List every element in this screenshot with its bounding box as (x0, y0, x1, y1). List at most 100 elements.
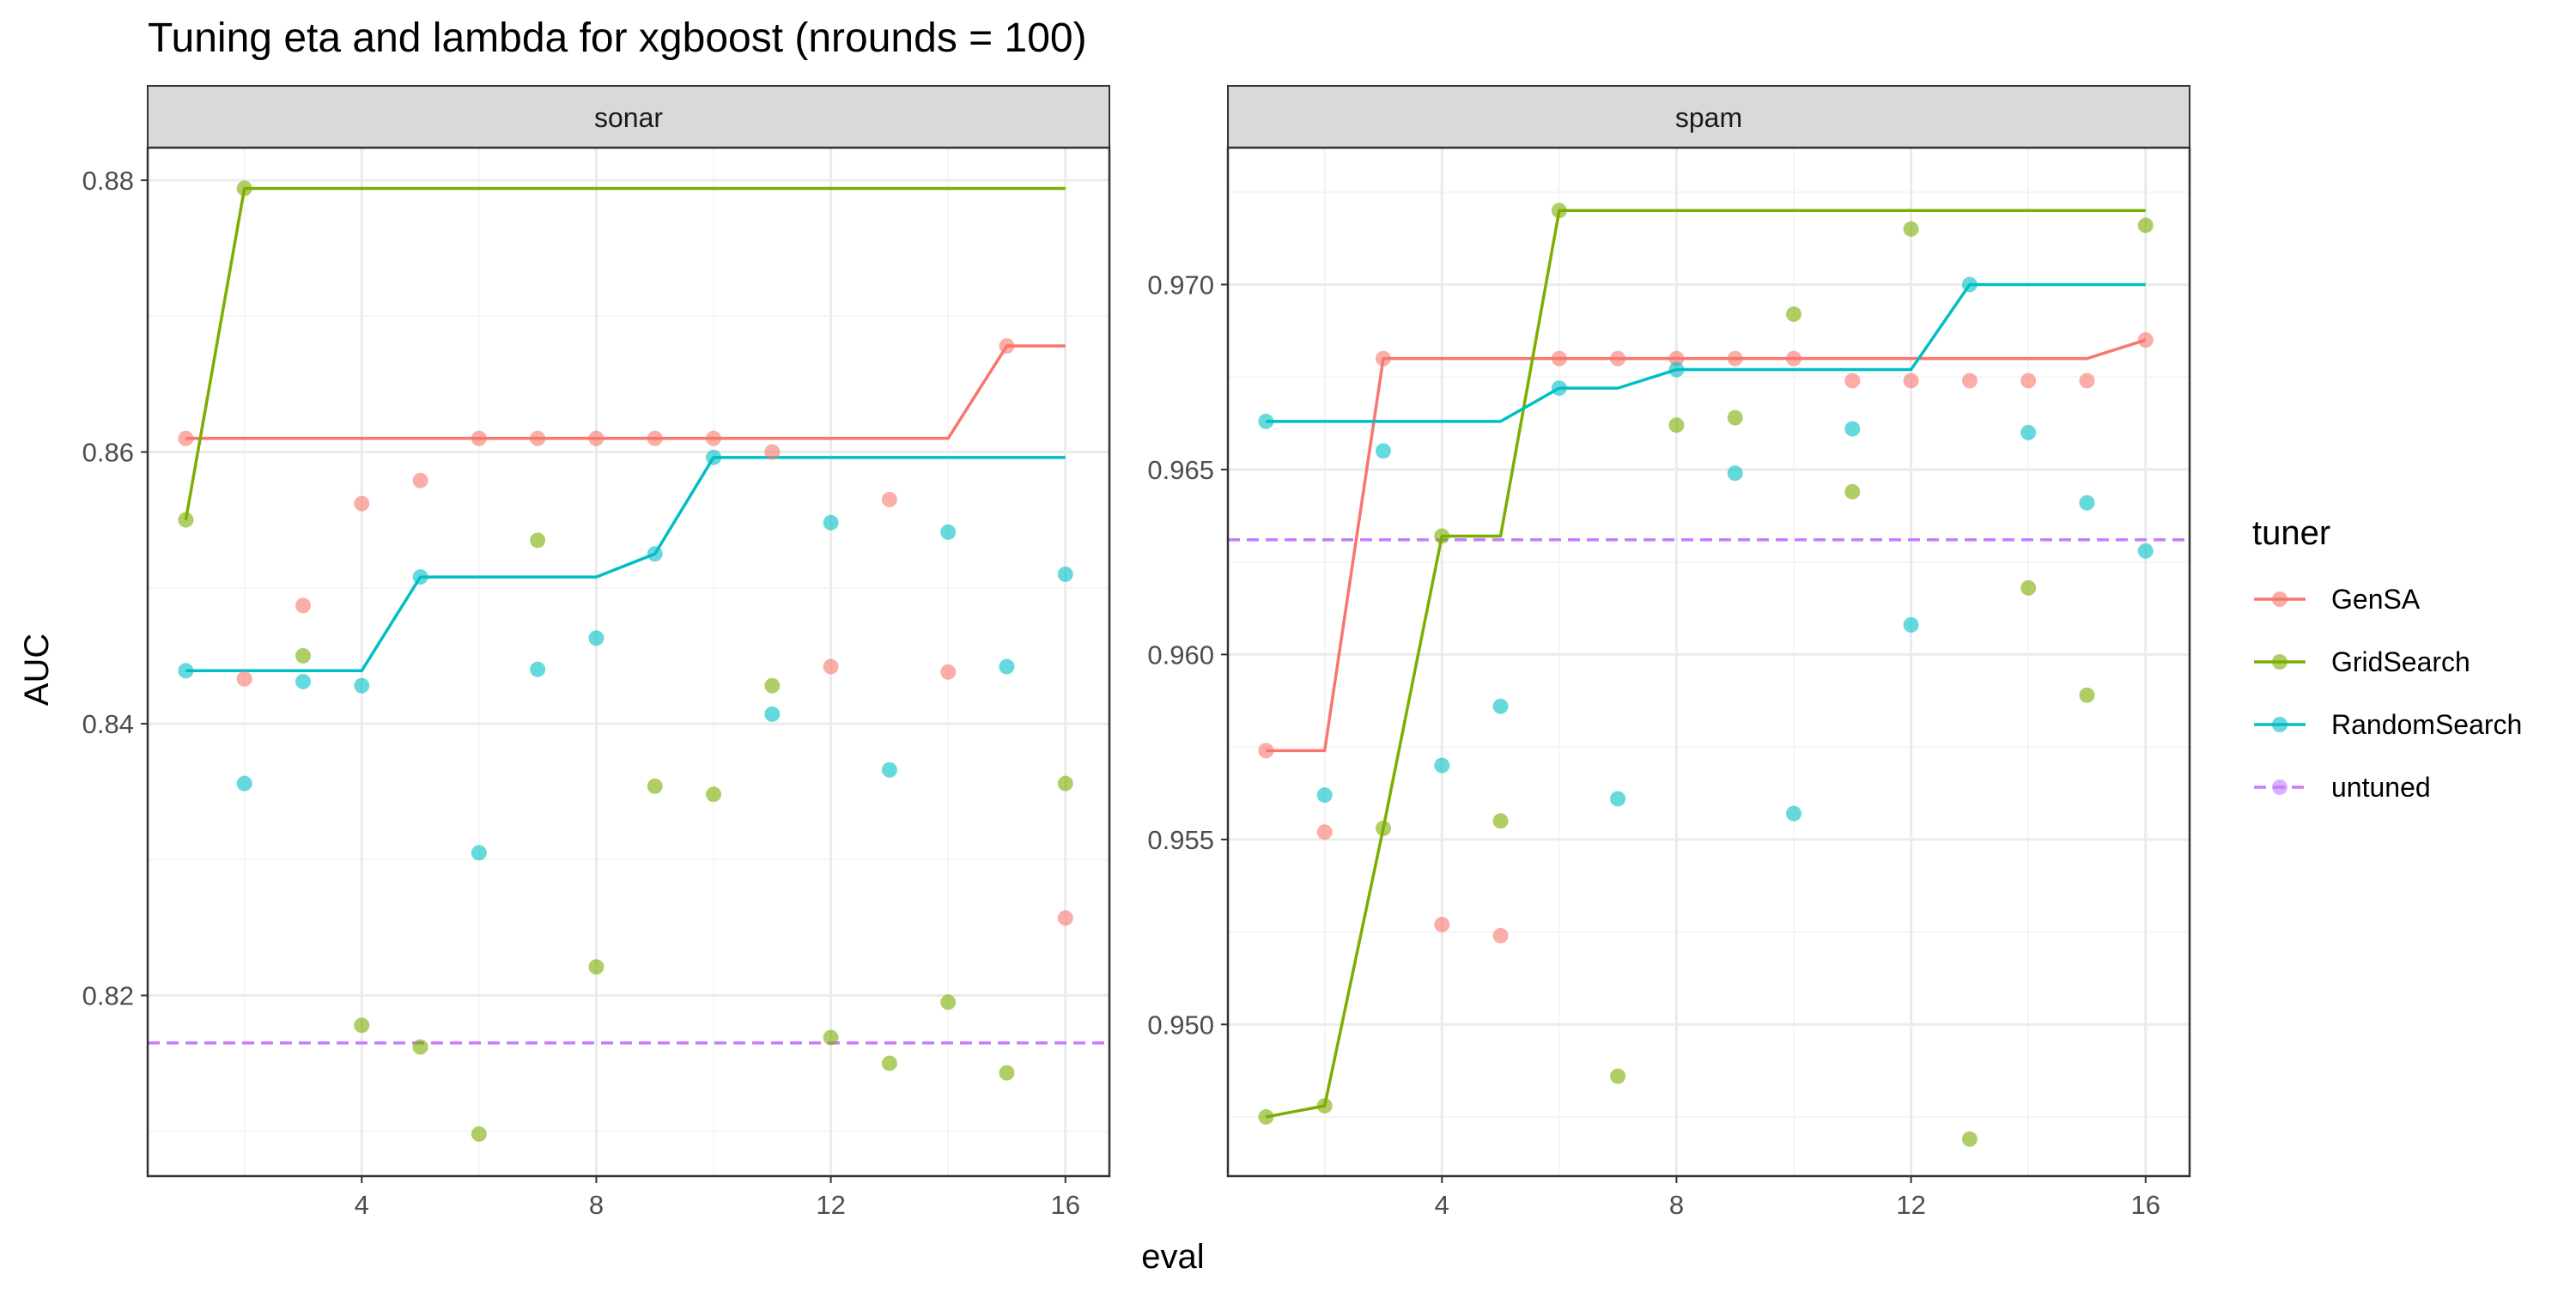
point-gensa (2079, 373, 2095, 389)
point-randomsearch (1727, 465, 1743, 482)
legend-title: tuner (2252, 514, 2330, 552)
point-gensa (823, 658, 839, 675)
legend-item-untuned: untuned (2254, 772, 2431, 803)
legend-key-point (2272, 654, 2287, 670)
point-randomsearch (764, 706, 781, 722)
point-randomsearch (295, 673, 311, 689)
point-gridsearch (2079, 687, 2095, 703)
x-tick-label: 8 (1669, 1190, 1684, 1220)
point-gridsearch (1434, 528, 1450, 544)
point-randomsearch (1903, 616, 1919, 633)
point-gensa (1727, 350, 1743, 367)
point-gridsearch (1551, 203, 1567, 219)
facet-strip-sonar (147, 85, 1110, 149)
x-tick-label: 8 (589, 1190, 604, 1220)
point-gensa (1057, 910, 1073, 926)
point-gridsearch (588, 959, 605, 975)
x-tick-label: 4 (1435, 1190, 1449, 1220)
point-randomsearch (354, 677, 370, 694)
x-tick-label: 16 (1051, 1190, 1080, 1220)
point-gridsearch (1727, 409, 1743, 426)
point-gridsearch (1610, 1068, 1626, 1084)
point-randomsearch (2137, 543, 2154, 559)
point-gensa (1551, 350, 1567, 367)
point-gridsearch (471, 1125, 487, 1142)
point-gensa (530, 430, 546, 446)
point-gridsearch (1844, 483, 1861, 500)
point-gridsearch (823, 1029, 839, 1046)
x-tick-label: 4 (355, 1190, 369, 1220)
point-gensa (1375, 350, 1391, 367)
point-randomsearch (236, 775, 252, 792)
panel-border (1226, 146, 2191, 1178)
x-tick-label: 12 (816, 1190, 845, 1220)
point-gensa (999, 338, 1015, 355)
y-tick-label: 0.84 (82, 709, 134, 739)
y-tick-label: 0.950 (1147, 1010, 1214, 1040)
facets: sonar 0.82 0.84 0.86 0.88 4 8 12 16 spam 0.950 0.95… (82, 85, 2191, 1220)
point-gensa (412, 472, 428, 488)
best-line-randomsearch (1266, 282, 2146, 423)
panel-background (1228, 148, 2190, 1176)
point-randomsearch (1786, 805, 1802, 822)
point-gridsearch (1258, 1109, 1274, 1125)
point-randomsearch (881, 761, 897, 778)
point-gensa (1961, 373, 1978, 389)
facet-label-spam: spam (1675, 102, 1742, 133)
legend-label: GenSA (2331, 584, 2421, 615)
point-gridsearch (1668, 417, 1685, 434)
point-randomsearch (647, 546, 663, 562)
x-tick-label: 12 (1896, 1190, 1925, 1220)
point-gensa (647, 430, 663, 446)
point-gensa (1434, 916, 1450, 932)
point-gensa (764, 444, 781, 460)
point-gridsearch (1492, 813, 1509, 829)
best-line-gensa (185, 344, 1066, 440)
point-randomsearch (1668, 361, 1685, 378)
point-randomsearch (823, 514, 839, 531)
point-gensa (2020, 373, 2037, 389)
y-tick-label: 0.955 (1147, 825, 1214, 855)
panel-background (148, 148, 1109, 1176)
point-gridsearch (178, 512, 194, 528)
y-tick-label: 0.82 (82, 981, 134, 1011)
point-randomsearch (1551, 380, 1567, 397)
point-gridsearch (354, 1017, 370, 1034)
legend-item-randomsearch: RandomSearch (2254, 709, 2522, 740)
y-tick-label: 0.960 (1147, 640, 1214, 670)
point-randomsearch (2079, 494, 2095, 511)
legend-item-gridsearch: GridSearch (2254, 646, 2470, 677)
point-gensa (295, 597, 311, 614)
point-randomsearch (178, 663, 194, 679)
panel-border (146, 146, 1111, 1178)
facet-spam: spam 0.950 0.955 0.960 0.965 0.970 4 8 12 16 (1147, 85, 2191, 1220)
y-tick-label: 0.970 (1147, 270, 1214, 300)
point-randomsearch (2020, 424, 2037, 440)
point-randomsearch (588, 630, 605, 646)
point-gensa (1844, 373, 1861, 389)
point-randomsearch (1375, 443, 1391, 459)
point-gensa (881, 491, 897, 507)
point-randomsearch (1844, 421, 1861, 437)
point-gridsearch (999, 1065, 1015, 1081)
point-gensa (1903, 373, 1919, 389)
y-tick-label: 0.965 (1147, 455, 1214, 485)
point-gridsearch (647, 778, 663, 794)
point-gridsearch (295, 647, 311, 664)
point-gensa (471, 430, 487, 446)
x-axis-label: eval (1141, 1238, 1204, 1276)
point-gensa (1610, 350, 1626, 367)
y-axis-label: AUC (18, 634, 56, 706)
legend-item-gensa: GenSA (2254, 584, 2421, 615)
point-gensa (940, 664, 957, 680)
point-gridsearch (764, 677, 781, 694)
point-gridsearch (236, 180, 252, 197)
point-randomsearch (1492, 698, 1509, 714)
point-gensa (2137, 332, 2154, 349)
point-gensa (1258, 743, 1274, 759)
point-gensa (588, 430, 605, 446)
point-gridsearch (412, 1039, 428, 1055)
point-gridsearch (1961, 1131, 1978, 1147)
legend-label: untuned (2331, 772, 2431, 803)
